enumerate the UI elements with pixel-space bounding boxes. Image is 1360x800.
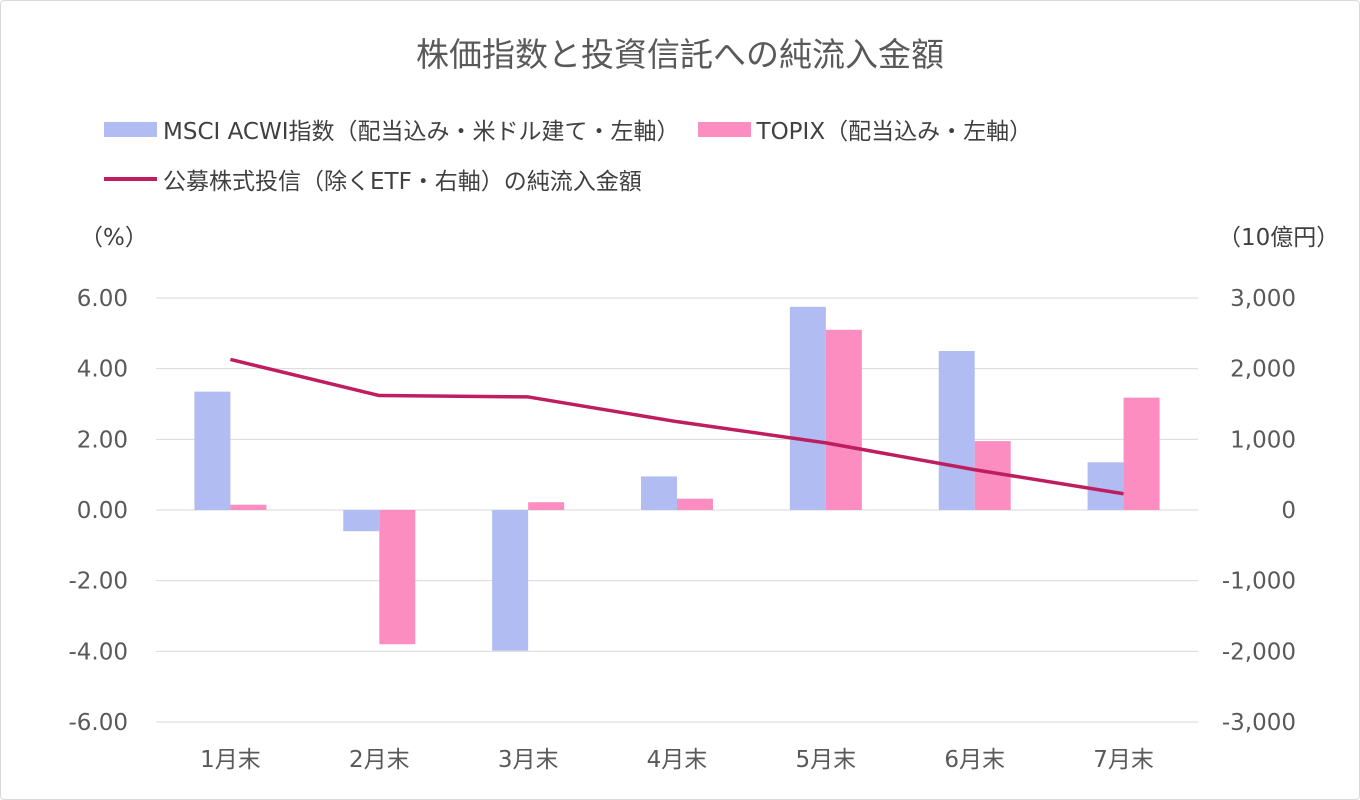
x-tick-label: 4月末 — [647, 747, 708, 773]
left-axis-unit: （%） — [80, 225, 148, 251]
right-tick-label: 2,000 — [1230, 357, 1296, 383]
left-tick-label: 4.00 — [77, 357, 128, 383]
x-tick-label: 1月末 — [200, 747, 261, 773]
right-tick-label: 3,000 — [1230, 286, 1296, 312]
left-tick-label: -4.00 — [68, 639, 128, 665]
bar-topix — [677, 498, 713, 510]
right-axis-unit: （10億円） — [1218, 225, 1340, 251]
bar-topix — [379, 510, 416, 645]
bar-msci — [641, 476, 677, 510]
bar-msci — [194, 391, 231, 510]
legend-swatch-msci — [104, 121, 157, 137]
legend-row-2: 公募株式投信（除くETF・右軸）の純流入金額 — [104, 162, 642, 196]
legend-label-flow: 公募株式投信（除くETF・右軸）の純流入金額 — [163, 169, 642, 195]
bar-topix — [1123, 397, 1160, 510]
x-tick-label: 2月末 — [349, 747, 410, 773]
bar-topix — [825, 329, 862, 510]
bar-msci — [938, 351, 975, 510]
legend-swatch-topix — [697, 121, 751, 137]
left-tick-label: 0.00 — [77, 498, 128, 524]
legend-row-1: MSCI ACWI指数（配当込み・米ドル建て・左軸） TOPIX（配当込み・左軸… — [104, 112, 1032, 146]
x-tick-label: 3月末 — [498, 747, 559, 773]
chart-title: 株価指数と投資信託への純流入金額 — [416, 35, 944, 74]
right-tick-label: -2,000 — [1222, 639, 1296, 665]
right-tick-label: -3,000 — [1222, 710, 1296, 736]
legend-swatch-flow — [104, 177, 157, 181]
x-tick-label: 5月末 — [796, 747, 857, 773]
left-tick-label: -2.00 — [68, 569, 128, 595]
bar-msci — [1087, 462, 1124, 510]
bar-msci — [343, 510, 380, 532]
right-tick-label: 0 — [1281, 498, 1296, 524]
flow-line — [230, 357, 1124, 496]
legend-label-msci: MSCI ACWI指数（配当込み・米ドル建て・左軸） — [163, 119, 680, 145]
x-tick-label: 6月末 — [944, 747, 1005, 773]
right-tick-label: 1,000 — [1230, 427, 1296, 453]
bar-msci — [789, 306, 826, 510]
bar-topix — [230, 504, 267, 510]
left-tick-label: 6.00 — [77, 286, 128, 312]
left-tick-label: 2.00 — [77, 427, 128, 453]
left-tick-label: -6.00 — [68, 710, 128, 736]
right-tick-label: -1,000 — [1222, 569, 1296, 595]
bar-msci — [492, 510, 529, 651]
x-tick-label: 7月末 — [1093, 747, 1154, 773]
bar-topix — [528, 502, 565, 510]
legend-label-topix: TOPIX（配当込み・左軸） — [756, 119, 1033, 145]
